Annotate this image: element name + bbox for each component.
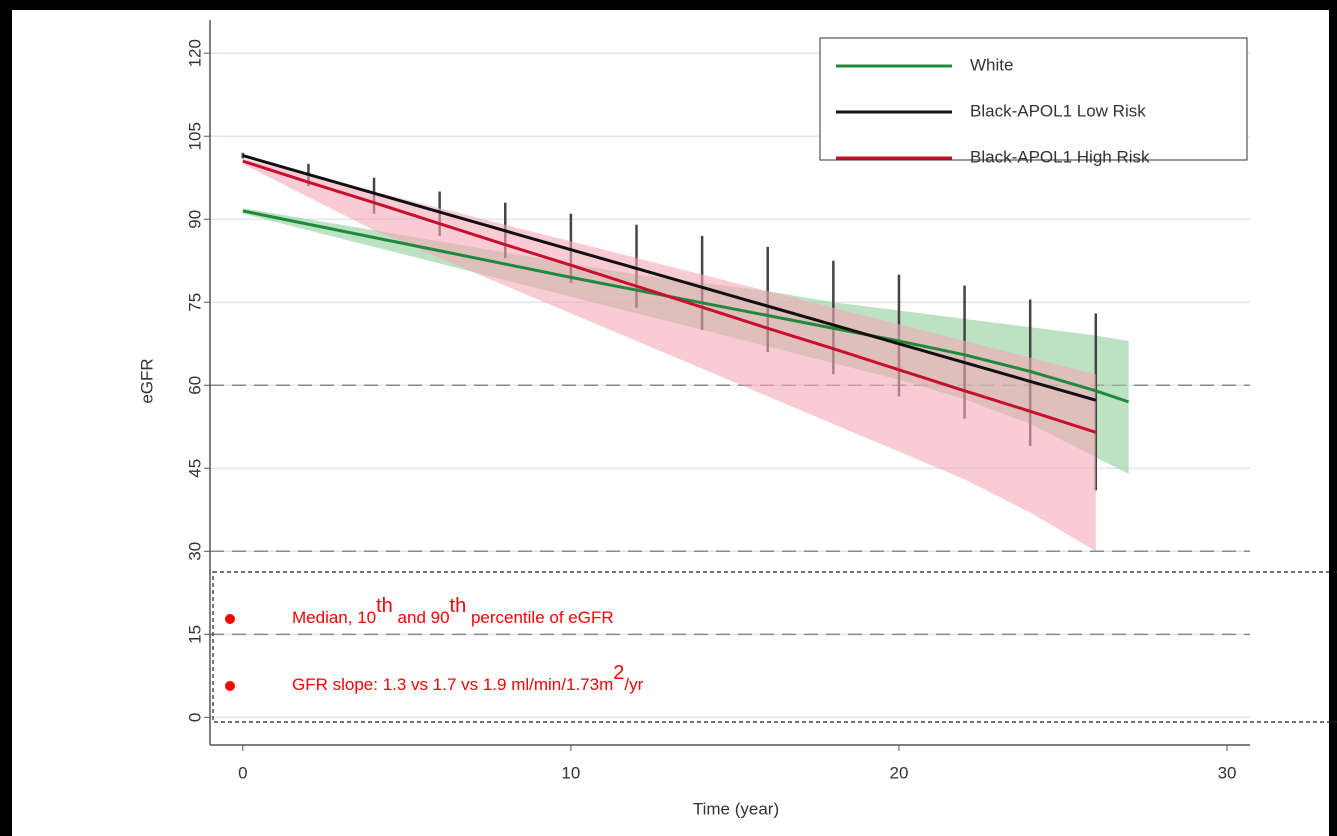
bullet bbox=[225, 681, 235, 691]
y-tick-label: 0 bbox=[185, 713, 204, 722]
median-line bbox=[242, 209, 1130, 404]
superscript: 2 bbox=[613, 662, 624, 684]
y-tick-label: 90 bbox=[185, 210, 204, 229]
annotation-text: GFR slope: 1.3 vs 1.7 vs 1.9 ml/min/1.73… bbox=[292, 675, 613, 694]
y-tick-label: 30 bbox=[185, 542, 204, 561]
x-axis-label: Time (year) bbox=[693, 799, 779, 818]
legend-label: Black-APOL1 High Risk bbox=[970, 147, 1150, 166]
legend-box bbox=[819, 37, 1248, 161]
annotation-text: /yr bbox=[624, 675, 643, 694]
superscript: th bbox=[450, 595, 467, 617]
annotation: Median, 10th and 90th percentile of eGFR bbox=[292, 595, 614, 627]
annotation-text: Median, 10 bbox=[292, 608, 376, 627]
y-tick-label: 120 bbox=[185, 39, 204, 67]
annotation-text: and 90 bbox=[393, 608, 450, 627]
y-tick-label: 15 bbox=[185, 625, 204, 644]
superscript: th bbox=[376, 595, 393, 617]
x-tick-label: 10 bbox=[561, 763, 580, 782]
annotation-box bbox=[212, 571, 1337, 723]
x-tick-label: 30 bbox=[1218, 763, 1237, 782]
annotation-text: percentile of eGFR bbox=[466, 608, 613, 627]
median-line bbox=[242, 154, 1097, 402]
y-tick-label: 60 bbox=[185, 376, 204, 395]
y-tick-label: 45 bbox=[185, 459, 204, 478]
percentile-band bbox=[242, 158, 1096, 552]
y-tick-label: 105 bbox=[185, 122, 204, 150]
x-tick-label: 0 bbox=[238, 763, 247, 782]
annotation: GFR slope: 1.3 vs 1.7 vs 1.9 ml/min/1.73… bbox=[292, 662, 644, 694]
median-line bbox=[242, 159, 1097, 434]
x-tick-label: 20 bbox=[889, 763, 908, 782]
legend-label: White bbox=[970, 55, 1013, 74]
y-axis-label: eGFR bbox=[137, 358, 156, 403]
bullet bbox=[225, 614, 235, 624]
legend-label: Black-APOL1 Low Risk bbox=[970, 101, 1146, 120]
y-tick-label: 75 bbox=[185, 293, 204, 312]
